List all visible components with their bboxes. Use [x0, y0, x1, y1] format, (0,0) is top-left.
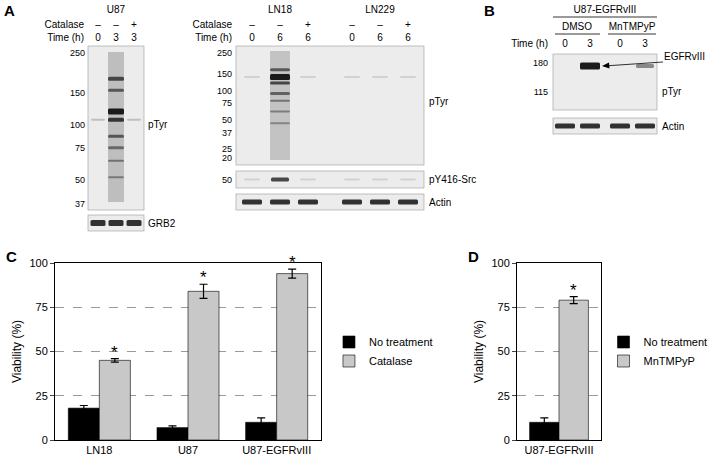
svg-text:U87: U87 [178, 444, 198, 456]
svg-text:50: 50 [222, 175, 232, 185]
svg-text:50: 50 [222, 115, 232, 125]
svg-text:GRB2: GRB2 [148, 218, 176, 229]
svg-text:25: 25 [498, 390, 510, 402]
svg-text:–: – [95, 19, 101, 30]
svg-text:0: 0 [42, 434, 48, 446]
svg-text:100: 100 [70, 120, 85, 130]
svg-text:No treatment: No treatment [369, 336, 433, 348]
svg-text:250: 250 [70, 48, 85, 58]
svg-text:C: C [6, 248, 17, 265]
svg-text:37: 37 [75, 199, 85, 209]
svg-text:0: 0 [617, 38, 623, 49]
svg-text:+: + [131, 19, 137, 30]
svg-text:Time (h): Time (h) [511, 38, 548, 49]
svg-text:0: 0 [504, 434, 510, 446]
svg-text:LN229: LN229 [365, 4, 395, 15]
svg-text:250: 250 [217, 48, 232, 58]
svg-text:*: * [289, 253, 296, 272]
svg-text:*: * [200, 268, 207, 287]
svg-text:*: * [111, 343, 118, 362]
svg-text:*: * [570, 281, 577, 300]
svg-text:U87-EGFRvIII: U87-EGFRvIII [524, 444, 593, 456]
svg-text:50: 50 [75, 175, 85, 185]
svg-text:Time (h): Time (h) [195, 32, 232, 43]
svg-text:MnTMPyP: MnTMPyP [609, 21, 656, 32]
svg-text:Catalase: Catalase [193, 19, 233, 30]
svg-text:–: – [113, 19, 119, 30]
svg-text:–: – [377, 19, 383, 30]
svg-text:–: – [277, 19, 283, 30]
svg-text:pY416-Src: pY416-Src [429, 174, 476, 185]
svg-text:100: 100 [491, 257, 509, 269]
svg-text:3: 3 [642, 38, 648, 49]
svg-text:75: 75 [36, 301, 48, 313]
svg-text:0: 0 [349, 32, 355, 43]
svg-text:75: 75 [222, 98, 232, 108]
svg-text:U87: U87 [107, 4, 126, 15]
svg-text:+: + [405, 19, 411, 30]
svg-text:100: 100 [217, 86, 232, 96]
svg-text:B: B [484, 2, 495, 19]
svg-text:–: – [249, 19, 255, 30]
svg-text:Actin: Actin [429, 197, 451, 208]
svg-text:+: + [305, 19, 311, 30]
svg-text:pTyr: pTyr [662, 86, 682, 97]
svg-text:pTyr: pTyr [148, 119, 168, 130]
svg-text:180: 180 [533, 58, 548, 68]
svg-text:6: 6 [277, 32, 283, 43]
svg-text:Viability (%): Viability (%) [472, 320, 486, 383]
svg-text:6: 6 [377, 32, 383, 43]
svg-text:Time (h): Time (h) [47, 32, 84, 43]
svg-text:DMSO: DMSO [562, 21, 592, 32]
svg-text:U87-EGFRvIII: U87-EGFRvIII [242, 444, 311, 456]
svg-text:0: 0 [249, 32, 255, 43]
svg-text:LN18: LN18 [86, 444, 112, 456]
svg-text:50: 50 [36, 345, 48, 357]
svg-text:75: 75 [75, 143, 85, 153]
svg-text:No treatment: No treatment [644, 336, 708, 348]
svg-text:pTyr: pTyr [429, 96, 449, 107]
svg-text:A: A [4, 2, 15, 19]
svg-text:Catalase: Catalase [45, 19, 85, 30]
svg-text:150: 150 [217, 69, 232, 79]
svg-text:25: 25 [222, 144, 232, 154]
svg-text:6: 6 [305, 32, 311, 43]
svg-text:150: 150 [70, 88, 85, 98]
svg-text:20: 20 [222, 153, 232, 163]
svg-text:25: 25 [36, 390, 48, 402]
svg-text:MnTMPyP: MnTMPyP [644, 355, 695, 367]
svg-text:U87-EGFRvIII: U87-EGFRvIII [574, 4, 637, 15]
svg-text:D: D [468, 248, 479, 265]
svg-text:3: 3 [587, 38, 593, 49]
svg-text:3: 3 [113, 32, 119, 43]
svg-text:Catalase: Catalase [369, 355, 412, 367]
svg-text:50: 50 [498, 345, 510, 357]
svg-text:3: 3 [131, 32, 137, 43]
svg-text:75: 75 [498, 301, 510, 313]
svg-text:100: 100 [29, 257, 47, 269]
svg-text:LN18: LN18 [268, 4, 292, 15]
svg-text:0: 0 [95, 32, 101, 43]
svg-text:0: 0 [562, 38, 568, 49]
svg-text:Viability (%): Viability (%) [10, 320, 24, 383]
svg-text:Actin: Actin [662, 121, 684, 132]
svg-text:–: – [349, 19, 355, 30]
svg-text:115: 115 [534, 87, 548, 97]
svg-text:6: 6 [405, 32, 411, 43]
svg-text:37: 37 [222, 128, 232, 138]
svg-text:EGFRvIII: EGFRvIII [664, 51, 705, 62]
